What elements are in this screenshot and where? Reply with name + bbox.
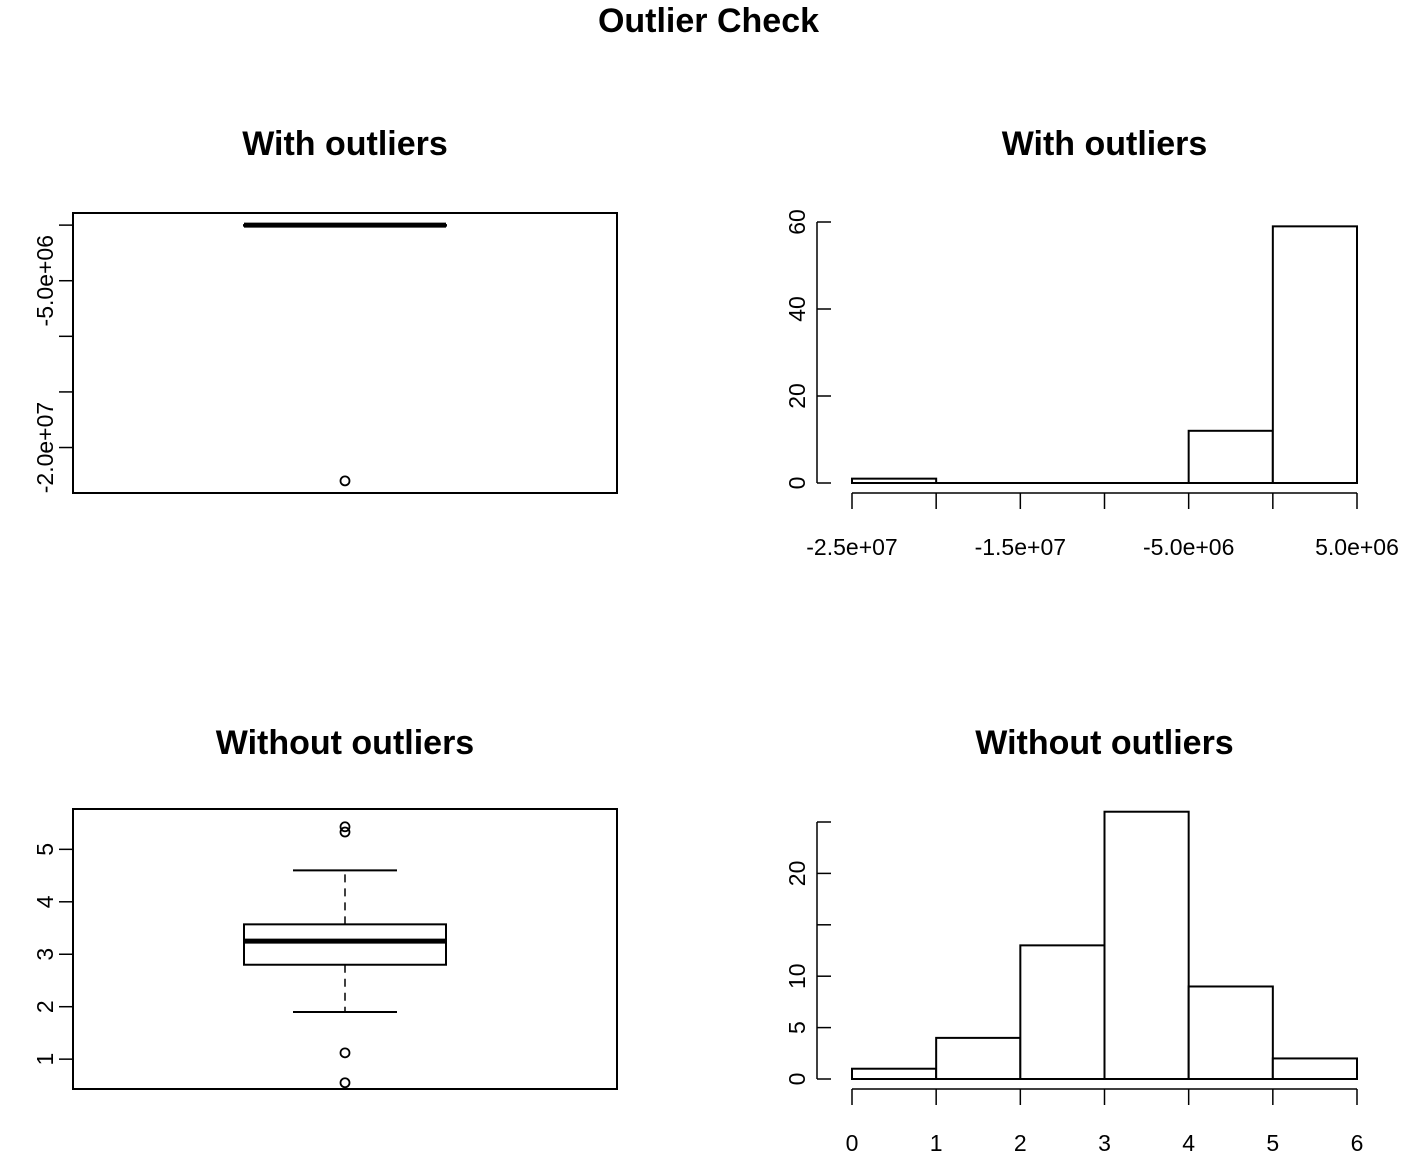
- histogram-bar: [1103, 810, 1190, 1080]
- outlier-point: [339, 1047, 351, 1059]
- y-tick-label: 5: [784, 1021, 810, 1034]
- outlier-point: [339, 1077, 351, 1089]
- outlier-point: [339, 826, 351, 838]
- plot-frame: [72, 808, 618, 1090]
- outlier-point: [339, 475, 351, 487]
- y-tick-label: 20: [784, 861, 810, 887]
- plot-frame: [72, 212, 618, 494]
- y-tick-label: 20: [784, 383, 810, 409]
- y-tick-label: 2: [32, 1000, 58, 1013]
- y-tick-label: -5.0e+06: [32, 235, 58, 326]
- x-tick-label: 6: [1351, 1130, 1364, 1156]
- x-tick-label: 2: [1014, 1130, 1027, 1156]
- histogram-bar: [935, 1036, 1022, 1081]
- x-tick-label: 1: [930, 1130, 943, 1156]
- plot-title: Without outliers: [975, 724, 1233, 762]
- y-tick-label: 5: [32, 843, 58, 856]
- y-tick-label: 0: [784, 477, 810, 490]
- y-tick-label: -2.0e+07: [32, 402, 58, 493]
- histogram-bar: [1019, 944, 1106, 1080]
- x-tick-label: 5.0e+06: [1315, 534, 1399, 560]
- histogram-bar: [1187, 985, 1274, 1080]
- y-tick-label: 10: [784, 963, 810, 989]
- x-tick-label: -5.0e+06: [1143, 534, 1234, 560]
- plot-title: With outliers: [242, 125, 448, 163]
- y-tick-label: 60: [784, 209, 810, 235]
- y-tick-label: 1: [32, 1053, 58, 1066]
- x-tick-label: 5: [1266, 1130, 1279, 1156]
- y-tick-label: 40: [784, 296, 810, 322]
- x-tick-label: -2.5e+07: [806, 534, 897, 560]
- histogram-bar: [1271, 1057, 1359, 1080]
- main-title: Outlier Check: [597, 2, 820, 40]
- outlier-point: [339, 821, 351, 833]
- x-tick-label: 3: [1098, 1130, 1111, 1156]
- y-tick-label: 4: [32, 895, 58, 908]
- box-body: [243, 923, 447, 966]
- plot-title: Without outliers: [216, 724, 474, 762]
- histogram-bar: [1187, 429, 1274, 484]
- x-tick-label: 0: [846, 1130, 859, 1156]
- histogram-bar: [851, 1067, 938, 1080]
- histogram-bar: [1271, 225, 1359, 484]
- y-tick-label: 3: [32, 948, 58, 961]
- x-tick-label: 4: [1182, 1130, 1195, 1156]
- y-tick-label: 0: [784, 1073, 810, 1086]
- x-tick-label: -1.5e+07: [975, 534, 1066, 560]
- plot-title: With outliers: [1002, 125, 1208, 163]
